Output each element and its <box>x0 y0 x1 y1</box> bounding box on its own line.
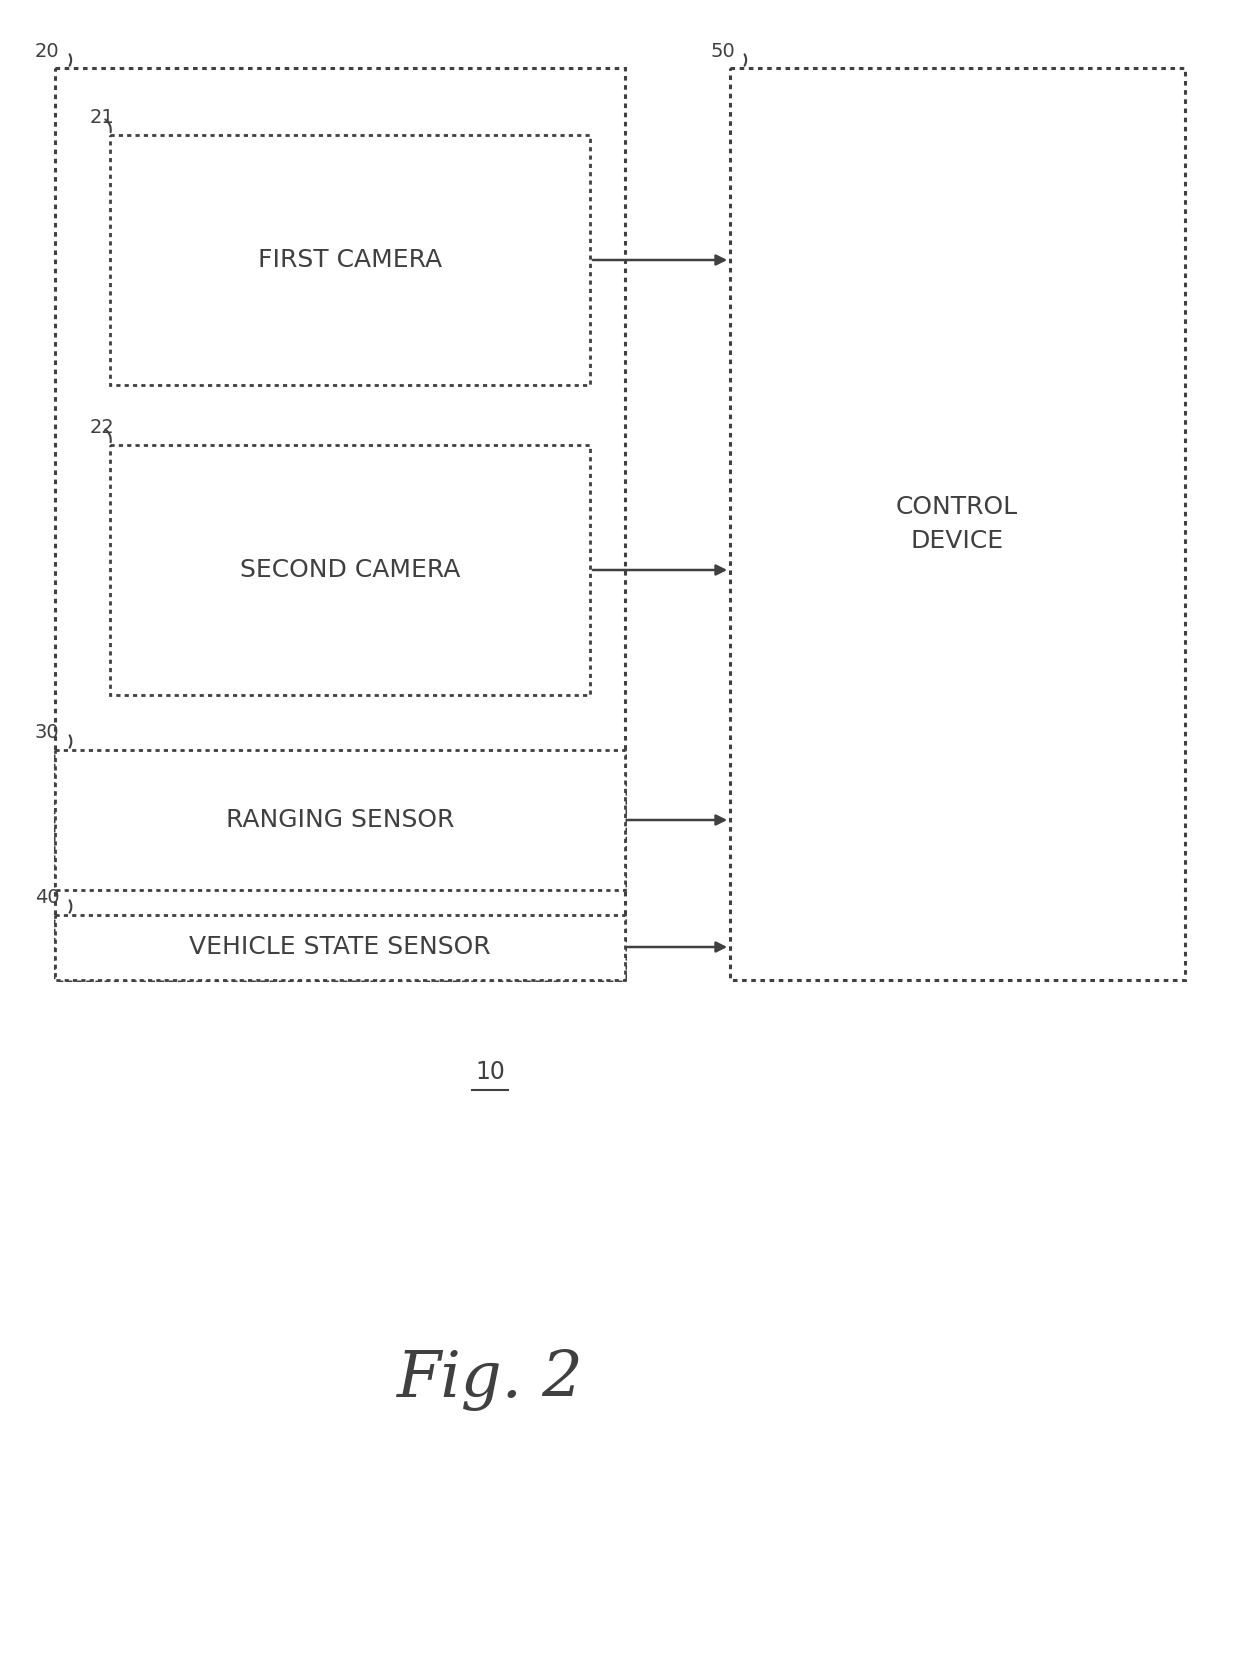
Text: 50: 50 <box>711 42 735 60</box>
Text: FIRST CAMERA: FIRST CAMERA <box>258 248 443 271</box>
Text: VEHICLE STATE SENSOR: VEHICLE STATE SENSOR <box>190 935 491 960</box>
Bar <box>110 136 590 385</box>
Text: SECOND CAMERA: SECOND CAMERA <box>239 558 460 581</box>
Bar <box>110 446 590 695</box>
Bar <box>55 69 625 980</box>
Bar <box>730 69 1185 980</box>
Text: Fig. 2: Fig. 2 <box>397 1348 583 1410</box>
Text: 21: 21 <box>91 107 115 127</box>
Text: 40: 40 <box>35 888 60 906</box>
Bar <box>55 915 625 980</box>
Text: 20: 20 <box>35 42 60 60</box>
Bar <box>55 750 625 889</box>
Text: 22: 22 <box>91 419 115 437</box>
Text: CONTROL
DEVICE: CONTROL DEVICE <box>897 496 1018 553</box>
Text: RANGING SENSOR: RANGING SENSOR <box>226 807 454 832</box>
Text: 30: 30 <box>35 724 60 742</box>
Text: 10: 10 <box>475 1060 505 1084</box>
